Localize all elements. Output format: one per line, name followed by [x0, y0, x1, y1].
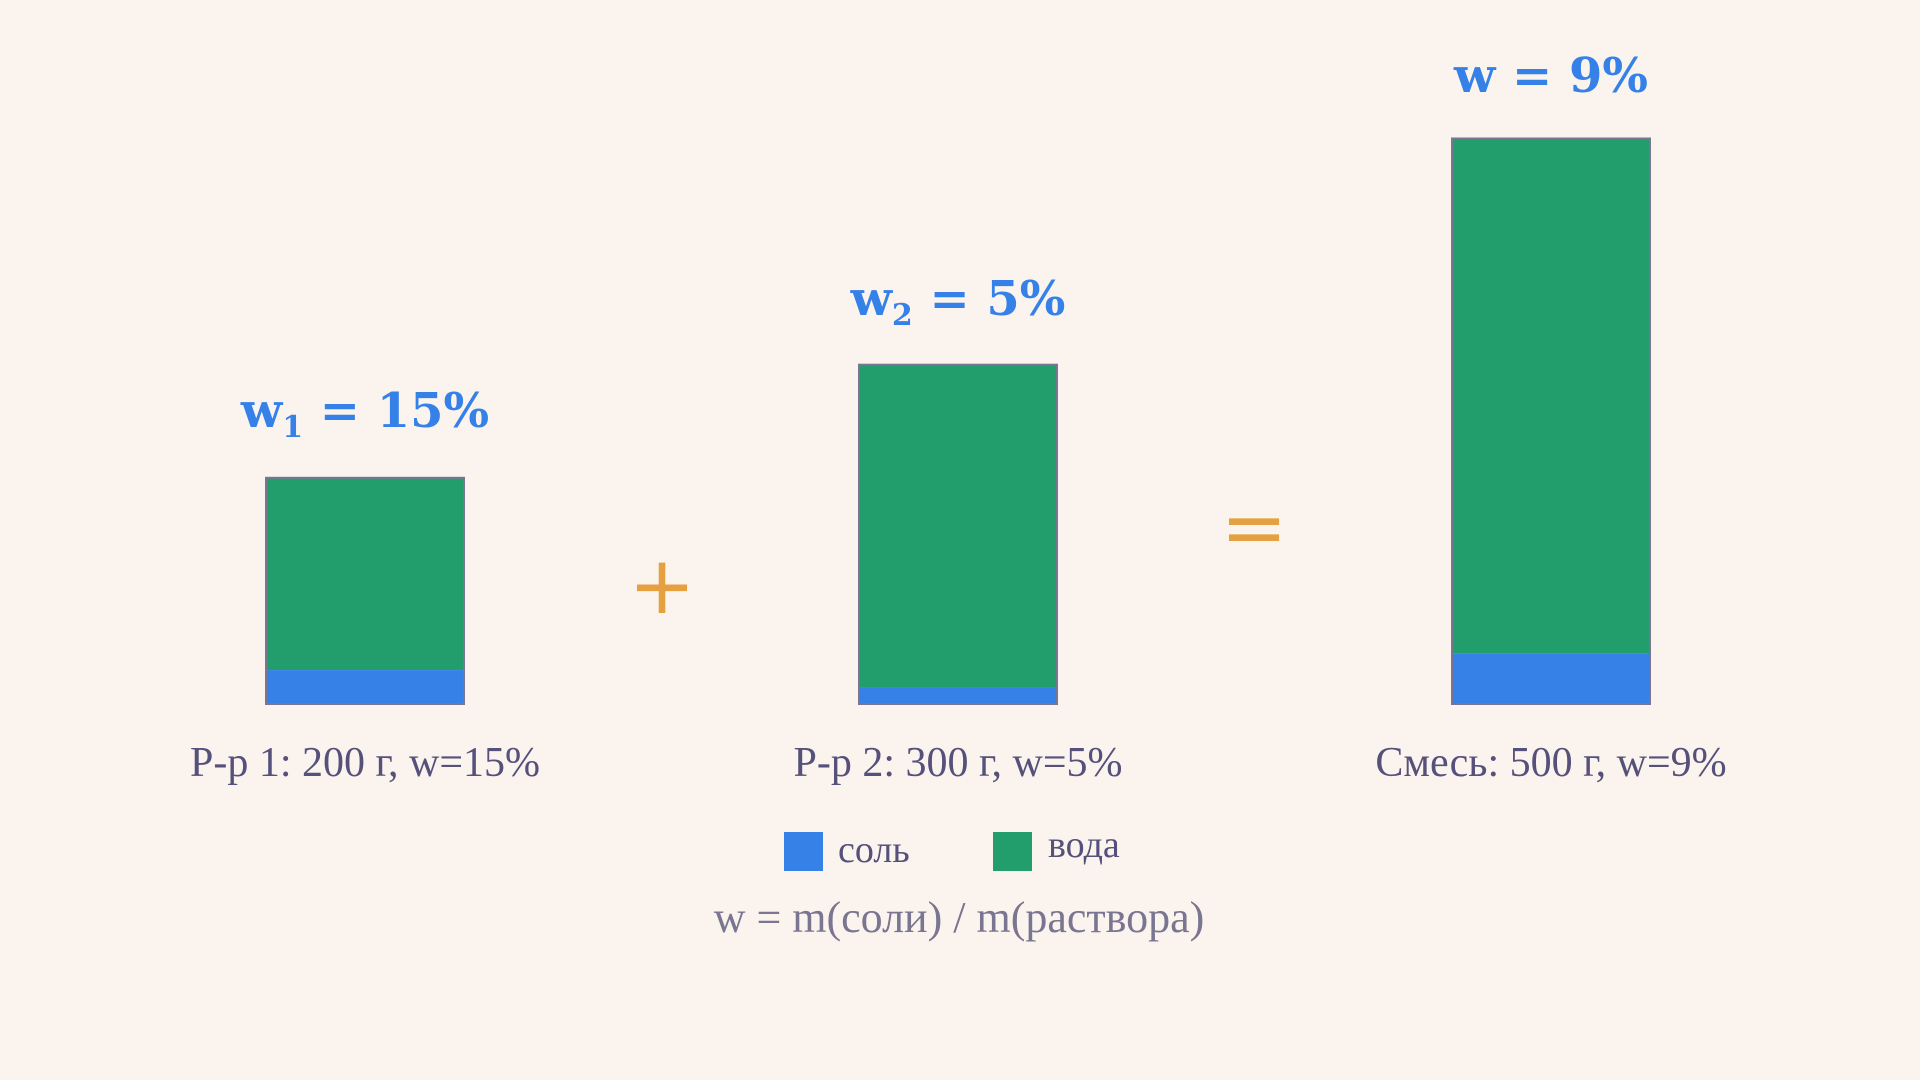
- solution-2-caption: Р-р 2: 300 г, w=5%: [793, 740, 1122, 786]
- mixture-salt-segment: [1452, 653, 1650, 704]
- equals-operator: =: [1220, 481, 1287, 574]
- solution-1-salt-segment: [266, 670, 464, 704]
- legend: соль вода: [784, 824, 1120, 871]
- legend-water-label: вода: [1048, 824, 1120, 866]
- solution-2-salt-segment: [859, 687, 1057, 704]
- mixture: w = 9% Смесь: 500 г, w=9%: [1375, 48, 1726, 786]
- mixture-caption: Смесь: 500 г, w=9%: [1375, 740, 1726, 786]
- formula: w = m(соли) / m(раствора): [714, 893, 1205, 942]
- mixture-percent-label: w = 9%: [1453, 48, 1648, 104]
- legend-water-swatch: [993, 832, 1032, 871]
- legend-salt-label: соль: [838, 829, 910, 871]
- solution-1-water-segment: [266, 477, 464, 671]
- solution-1-container: [265, 476, 465, 705]
- solution-2: w2 = 5% Р-р 2: 300 г, w=5%: [793, 271, 1122, 786]
- plus-operator: +: [628, 539, 695, 632]
- mixture-container: [1451, 137, 1651, 705]
- mixture-water-segment: [1452, 138, 1650, 654]
- solution-1: w1 = 15% Р-р 1: 200 г, w=15%: [190, 383, 540, 786]
- legend-salt-swatch: [784, 832, 823, 871]
- solution-2-percent-label: w2 = 5%: [850, 271, 1066, 333]
- solution-2-water-segment: [859, 364, 1057, 688]
- solution-1-caption: Р-р 1: 200 г, w=15%: [190, 740, 540, 786]
- solution-1-percent-label: w1 = 15%: [240, 383, 489, 445]
- solution-2-container: [858, 363, 1058, 705]
